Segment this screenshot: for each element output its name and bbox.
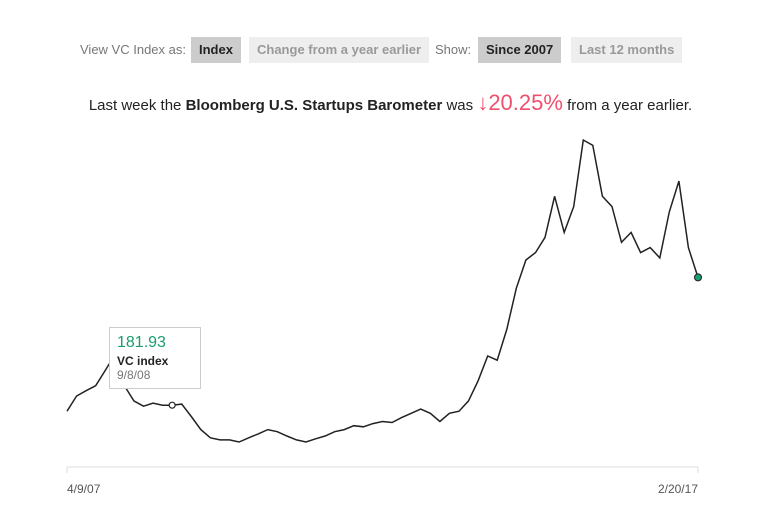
- tooltip-label: VC index: [117, 354, 169, 368]
- x-tick-label: 4/9/07: [67, 482, 101, 496]
- x-tick-label: 2/20/17: [658, 482, 698, 496]
- show-option[interactable]: Last 12 months: [571, 37, 683, 63]
- show-option[interactable]: Since 2007: [478, 37, 562, 63]
- line: [66, 138, 699, 443]
- headline-text: Last week the: [88, 97, 182, 114]
- headline-text: was: [446, 97, 474, 114]
- headline-text: from a year earlier.: [567, 97, 693, 114]
- tooltip-value: 181.93: [117, 334, 166, 351]
- tooltip: 181.93 VC index 9/8/08: [109, 327, 201, 389]
- end-point: [694, 273, 702, 282]
- tooltip-date: 9/8/08: [117, 368, 151, 382]
- view-option[interactable]: Index: [191, 37, 241, 63]
- tooltip-point: [168, 401, 176, 409]
- view-option[interactable]: Change from a year earlier: [249, 37, 430, 63]
- headline-name: Bloomberg U.S. Startups Barometer: [185, 97, 443, 114]
- show-label: Show:: [435, 42, 472, 57]
- headline: Last week the Bloomberg U.S. Startups Ba…: [0, 90, 781, 116]
- headline-change: ↓20.25%: [477, 90, 563, 115]
- view-label: View VC Index as:: [80, 42, 186, 57]
